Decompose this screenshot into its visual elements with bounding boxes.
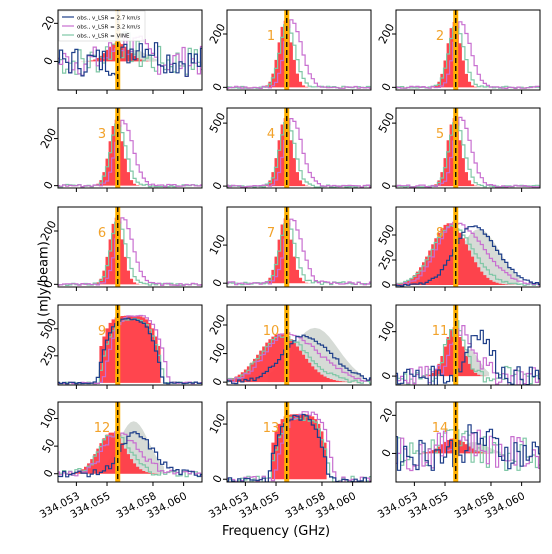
panel-label: 2 (436, 29, 444, 44)
panel-label: 5 (436, 127, 444, 142)
panel-frame (395, 107, 541, 189)
y-tick-label: 20 (40, 14, 58, 32)
y-tick-label: 0 (210, 180, 225, 192)
panel-label: 14 (432, 421, 449, 436)
panel-frame (57, 304, 203, 386)
series-2p7 (396, 225, 540, 287)
panel-frame (57, 206, 203, 288)
series-2p7 (58, 317, 202, 385)
panel-label: 3 (98, 127, 106, 142)
series-2p7 (58, 42, 202, 77)
series-3p2 (396, 21, 540, 89)
y-tick-label: 0 (379, 279, 394, 291)
y-tick-label: 0 (210, 473, 225, 485)
series-2p7 (396, 329, 540, 385)
y-tick-label: 20 (378, 406, 396, 424)
panel-frame (395, 401, 541, 483)
y-tick-label: 0 (379, 370, 394, 382)
panel-label: 11 (432, 324, 449, 339)
panel-label: 8 (436, 226, 444, 241)
series-3p2 (227, 218, 371, 286)
red-model-fill (396, 22, 540, 88)
y-tick-label: 0 (41, 55, 56, 67)
panel-label: 10 (263, 324, 280, 339)
series-3p2 (58, 217, 202, 286)
series-vine (396, 225, 540, 286)
series-3p2 (396, 325, 540, 385)
panel-label: 7 (267, 226, 275, 241)
panel-label: 12 (94, 421, 111, 436)
red-model-fill (58, 217, 202, 285)
y-tick-label: 0 (210, 376, 225, 388)
y-tick-label: 0 (379, 81, 394, 93)
x-axis-label: Frequency (GHz) (221, 524, 331, 539)
panel-label: 9 (98, 324, 106, 339)
series-2p7 (396, 424, 540, 471)
series-2p7 (227, 413, 371, 482)
panel-frame (57, 107, 203, 189)
legend-label: obs., v_LSR = 3.2 km/s (77, 25, 140, 31)
legend-box (58, 10, 146, 42)
panel-label: 6 (98, 226, 106, 241)
panel-frame (57, 9, 203, 91)
red-model-fill (396, 223, 540, 285)
red-model-fill (58, 119, 202, 186)
y-axis-label: I (mJy/beam) (36, 241, 52, 325)
red-model-fill (58, 315, 202, 383)
y-tick-label: 50 (40, 437, 58, 455)
red-model-fill (227, 333, 371, 383)
series-2p7 (227, 334, 371, 385)
red-model-fill (227, 414, 371, 480)
y-tick-label: 0 (210, 81, 225, 93)
legend: obs., v_LSR = 2.7 km/s obs., v_LSR = 3.2 … (58, 10, 146, 42)
legend-label: obs., v_LSR = VINE (77, 34, 130, 40)
panel-frame (395, 304, 541, 386)
y-tick-label: 0 (41, 467, 56, 479)
panel-label: 4 (267, 127, 275, 142)
y-tick-label: 0 (379, 180, 394, 192)
series-3p2 (227, 19, 371, 89)
panel-frame (226, 304, 372, 386)
panel-label: 13 (263, 421, 280, 436)
panel-frame (226, 401, 372, 483)
y-tick-label: 0 (210, 277, 225, 289)
series-3p2 (227, 118, 371, 188)
red-model-fill (227, 218, 371, 284)
panel-frame (57, 401, 203, 483)
series-3p2 (58, 119, 202, 188)
y-tick-label: 0 (41, 179, 56, 191)
panel-frame (226, 206, 372, 288)
red-model-fill (227, 20, 371, 88)
series-2p7 (58, 431, 202, 478)
legend-label: obs., v_LSR = 2.7 km/s (77, 16, 140, 22)
panel-frame (226, 9, 372, 91)
red-model-fill (227, 118, 371, 187)
panel-frame (226, 107, 372, 189)
series-3p2 (396, 116, 540, 188)
series-vine (227, 335, 371, 384)
y-tick-label: 0 (379, 447, 394, 459)
red-model-fill (396, 327, 540, 377)
panel-label: 1 (267, 29, 275, 44)
red-model-fill (396, 118, 540, 187)
series-3p2 (396, 221, 540, 286)
panel-frame (395, 9, 541, 91)
panel-frame (395, 206, 541, 288)
